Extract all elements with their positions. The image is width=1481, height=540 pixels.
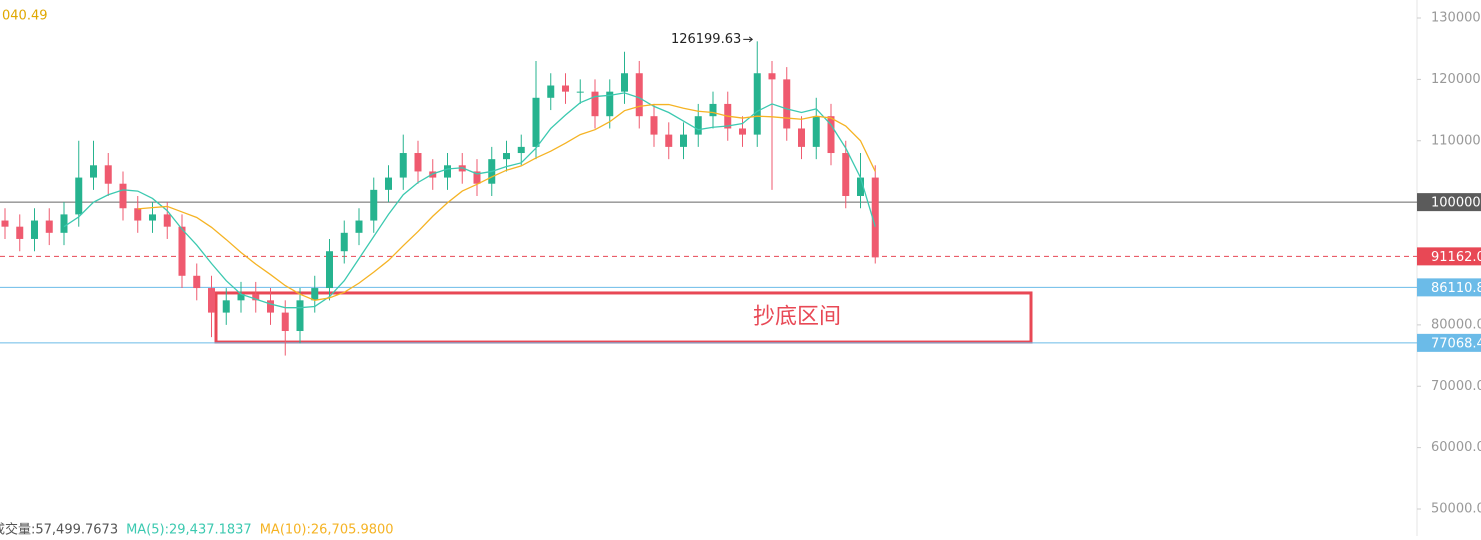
price-label: 86110.8: [1431, 281, 1481, 296]
candle-body: [60, 214, 68, 233]
candle-body: [473, 171, 481, 184]
ma-line: [137, 103, 876, 301]
y-tick-label: 60000.0: [1431, 440, 1481, 455]
candle-body: [399, 153, 407, 178]
candle-body: [517, 146, 525, 154]
candle-body: [149, 214, 156, 221]
candle-body: [665, 134, 673, 147]
y-tick-label: 50000.0: [1431, 502, 1481, 517]
candle-body: [798, 128, 805, 147]
indicator-text: MA(10):26,705.9800: [260, 523, 394, 537]
candle-body: [237, 294, 245, 301]
candle-body: [694, 116, 702, 135]
price-label: 100000.1: [1431, 196, 1481, 211]
price-label: 77068.4: [1431, 336, 1481, 351]
candle-body: [753, 73, 761, 135]
y-tick-label: 110000.0: [1431, 133, 1481, 148]
candle-body: [311, 288, 319, 301]
price-label: 91162.0: [1431, 250, 1481, 265]
candle-body: [576, 91, 584, 93]
indicator-text: MA(5):29,437.1837: [126, 523, 252, 537]
candle-body: [857, 177, 864, 196]
candle-body: [252, 294, 260, 301]
candle-body: [31, 220, 38, 239]
candle-body: [739, 128, 746, 135]
candle-body: [650, 116, 658, 135]
candle-body: [606, 91, 614, 117]
candle-body: [591, 91, 599, 117]
zone-label: 抄底区间: [753, 305, 841, 330]
candle-body: [119, 183, 127, 209]
indicator-text: 成交量:57,499.7673: [0, 522, 118, 537]
candle-body: [326, 251, 333, 289]
candle-body: [680, 134, 687, 147]
candle-body: [163, 214, 171, 227]
candle-body: [75, 177, 83, 215]
candle-body: [414, 153, 422, 172]
price-box: [1417, 193, 1481, 212]
candle-body: [532, 97, 540, 147]
zone-box: [214, 291, 1033, 344]
candle-body: [296, 300, 304, 332]
candle-body: [208, 288, 215, 313]
candle-body: [635, 73, 643, 117]
candle-body: [1, 220, 9, 227]
candle-body: [16, 226, 24, 239]
candle-body: [340, 232, 348, 252]
candle-body: [222, 300, 230, 313]
candle-body: [783, 79, 791, 129]
candle-body: [827, 116, 835, 154]
candle-body: [503, 153, 510, 160]
candle-body: [709, 103, 717, 117]
candle-body: [90, 165, 97, 178]
ma-line: [63, 92, 876, 309]
candle-body: [370, 189, 378, 221]
candle-body: [281, 312, 289, 332]
candle-body: [178, 226, 186, 276]
top-indicator-text: 040.49: [2, 9, 48, 24]
candle-body: [355, 220, 363, 233]
candle-body: [768, 73, 776, 80]
candle-body: [104, 165, 112, 184]
y-tick-label: 80000.0: [1431, 317, 1481, 332]
high-annotation: 126199.63: [671, 32, 741, 47]
candle-body: [842, 153, 850, 196]
candle-body: [385, 177, 392, 190]
candle-body: [812, 116, 820, 147]
candle-body: [267, 300, 274, 313]
candle-body: [134, 208, 142, 221]
candle-body: [562, 85, 569, 92]
candle-body: [45, 220, 53, 233]
candle-body: [621, 73, 628, 92]
candle-body: [547, 85, 555, 98]
price-box: [1417, 278, 1481, 297]
candle-body: [871, 177, 879, 258]
candle-body: [444, 165, 451, 178]
annotation-arrow: [743, 36, 754, 43]
candle-body: [193, 275, 201, 289]
y-tick-label: 130000.0: [1431, 11, 1481, 26]
price-box: [1417, 247, 1481, 266]
y-tick-label: 120000.0: [1431, 72, 1481, 87]
y-tick-label: 70000.0: [1431, 379, 1481, 394]
price-box: [1417, 333, 1481, 352]
